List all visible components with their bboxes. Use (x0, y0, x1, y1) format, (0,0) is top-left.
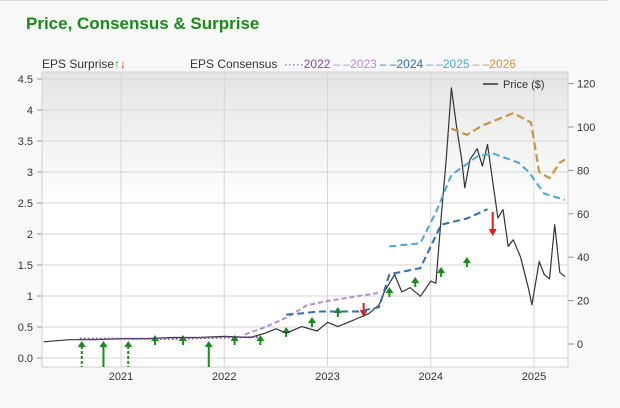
top-border (0, 0, 608, 1)
surprise-up-icon (256, 335, 265, 341)
legend-item-2024: – –2024 (379, 57, 424, 71)
y-left-tick: 3.5 (18, 136, 33, 148)
y-left-tick: 4.5 (18, 74, 33, 86)
surprise-down-icon (488, 229, 497, 236)
price-legend-label: Price ($) (503, 79, 545, 91)
legend-item-2022: ·····2022 (283, 57, 331, 71)
surprise-up-icon (437, 267, 446, 273)
y-right-tick: 100 (577, 122, 595, 134)
x-tick: 2023 (315, 371, 339, 383)
price-legend: Price ($) (483, 79, 545, 91)
surprise-down-icon (359, 310, 368, 317)
eps-consensus-2022-line (79, 335, 261, 340)
surprise-up-icon (230, 335, 239, 341)
legend-surprise-label: EPS Surprise (42, 57, 115, 71)
legend-eps-consensus: EPS Consensus ·····2022– –2023– –2024– –… (190, 57, 516, 71)
surprise-up-icon (462, 257, 471, 263)
plot-area (41, 71, 569, 368)
y-left-tick: 2.5 (18, 198, 33, 210)
x-tick: 2025 (522, 371, 546, 383)
legend-item-2025: – –2025 (426, 57, 470, 71)
y-left-tick: 2 (27, 229, 33, 241)
legend-eps-surprise: EPS Surprise↑↓ (42, 57, 126, 71)
surprise-up-icon (204, 341, 213, 347)
y-right-tick: 80 (577, 165, 589, 177)
series-lines (43, 87, 566, 343)
y-right-tick: 60 (577, 209, 589, 221)
legend-item-2023: – –2023 (333, 57, 377, 71)
arrow-down-icon: ↓ (120, 57, 127, 71)
x-tick: 2022 (212, 371, 236, 383)
eps-consensus-2026-line (450, 111, 566, 180)
y-right-tick: 0 (577, 339, 583, 351)
surprise-up-icon (124, 341, 133, 347)
surprise-up-icon (77, 341, 86, 347)
surprise-up-icon (308, 317, 317, 323)
y-right-tick: 40 (577, 252, 589, 264)
axis-ticks: 0.0 0.5 1 1.5 2 2.5 3 3.5 4 4.5 0 20 40 60 80 100 120 202… (18, 74, 596, 383)
y-left-tick: 1.5 (18, 260, 33, 272)
y-right-tick: 120 (577, 79, 595, 91)
eps-consensus-2025-line (389, 152, 566, 248)
arrow-up-icon: ↑ (114, 57, 121, 71)
y-left-tick: 4 (27, 105, 33, 117)
x-tick: 2021 (109, 371, 133, 383)
surprise-up-icon (99, 341, 108, 347)
eps-consensus-2023-line (244, 291, 380, 336)
legend-item-2026: – –2026 (472, 57, 516, 71)
y-left-tick: 0.0 (18, 353, 33, 365)
y-left-tick: 1 (27, 291, 33, 303)
surprise-up-icon (411, 277, 420, 283)
eps-consensus-2024-line (286, 208, 488, 316)
surprise-up-icon (385, 287, 394, 293)
y-left-tick: 0.5 (18, 322, 33, 334)
legend-consensus-label: EPS Consensus (190, 57, 278, 71)
y-left-tick: 3 (27, 167, 33, 179)
price--line (43, 87, 566, 343)
legend-series-list: ·····2022– –2023– –2024– –2025– –2026 (281, 57, 516, 71)
x-tick: 2024 (419, 371, 443, 383)
surprise-up-icon (282, 327, 291, 333)
y-right-tick: 20 (577, 296, 589, 308)
chart-title: Price, Consensus & Surprise (26, 14, 260, 33)
